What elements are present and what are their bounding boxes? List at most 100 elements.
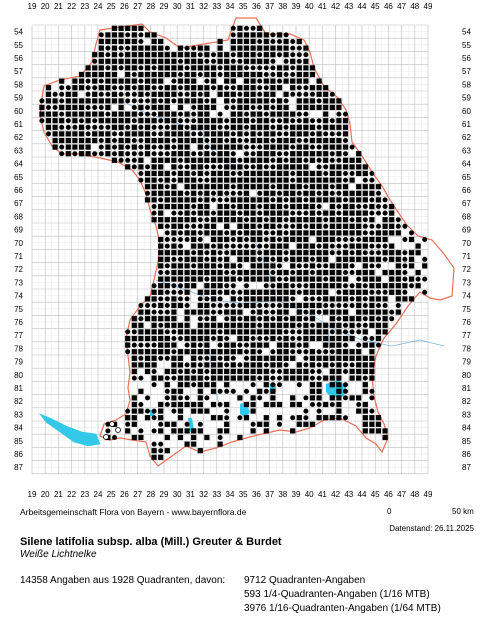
square-marker: [276, 144, 283, 150]
square-marker: [276, 203, 283, 210]
square-marker: [65, 91, 71, 97]
row-label-right: 63: [462, 146, 471, 155]
square-marker: [138, 71, 144, 78]
square-marker: [276, 250, 283, 256]
circle-marker: [211, 336, 216, 341]
circle-marker: [277, 263, 282, 269]
circle-marker: [257, 349, 263, 355]
square-marker: [303, 421, 309, 427]
square-marker: [375, 184, 382, 190]
common-name: Weiße Lichtnelke: [20, 549, 97, 560]
square-marker: [78, 78, 85, 84]
square-marker: [323, 296, 329, 302]
square-marker: [184, 177, 190, 183]
col-label-top: 22: [67, 2, 76, 11]
square-marker: [250, 428, 256, 434]
square-marker: [230, 342, 236, 348]
circle-marker: [164, 263, 170, 269]
circle-marker: [158, 421, 164, 427]
square-marker: [177, 217, 184, 223]
circle-marker: [244, 237, 249, 242]
square-marker: [158, 65, 164, 71]
square-marker: [263, 322, 269, 328]
circle-marker: [270, 230, 276, 236]
square-marker: [171, 276, 177, 282]
square-marker: [323, 137, 329, 144]
square-marker: [362, 256, 368, 262]
circle-marker: [59, 91, 65, 97]
square-marker: [290, 263, 296, 269]
circle-marker: [316, 309, 322, 315]
row-label-right: 74: [462, 292, 471, 301]
circle-marker: [257, 375, 263, 381]
square-marker: [276, 71, 283, 78]
square-marker: [144, 362, 151, 368]
square-marker: [290, 401, 296, 408]
square-marker: [303, 289, 309, 295]
square-marker: [316, 104, 322, 111]
circle-marker: [164, 388, 170, 394]
square-marker: [336, 368, 342, 375]
col-label-top: 44: [358, 2, 367, 11]
col-label-bottom: 45: [371, 490, 380, 499]
square-marker: [296, 131, 302, 137]
circle-marker: [270, 382, 276, 388]
square-marker: [257, 184, 263, 190]
square-marker: [263, 131, 269, 137]
square-marker: [197, 368, 203, 375]
square-marker: [217, 368, 223, 375]
circle-marker: [151, 131, 157, 137]
square-marker: [257, 157, 263, 163]
square-marker: [171, 428, 177, 434]
circle-marker: [283, 217, 289, 223]
square-marker: [270, 78, 276, 84]
circle-marker: [310, 91, 315, 97]
square-marker: [98, 52, 104, 58]
row-label-right: 61: [462, 120, 471, 129]
circle-marker: [329, 329, 335, 335]
circle-marker: [263, 217, 269, 223]
circle-marker: [178, 72, 183, 77]
circle-marker: [329, 131, 335, 137]
square-marker: [224, 78, 230, 84]
circle-marker: [184, 91, 190, 97]
circle-marker: [343, 395, 348, 401]
square-marker: [243, 71, 250, 78]
square-marker: [131, 316, 137, 322]
square-marker: [369, 421, 375, 427]
square-marker: [138, 52, 144, 58]
circle-marker: [211, 164, 216, 170]
square-marker: [342, 184, 349, 190]
square-marker: [283, 170, 289, 177]
circle-marker: [158, 355, 164, 361]
circle-marker: [329, 349, 335, 355]
square-marker: [191, 362, 197, 368]
circle-marker: [316, 243, 322, 249]
square-marker: [131, 408, 137, 414]
circle-marker: [316, 263, 322, 269]
circle-marker: [290, 223, 296, 229]
square-marker: [329, 375, 335, 381]
square-marker: [204, 52, 210, 58]
square-marker: [369, 415, 375, 421]
circle-marker: [184, 190, 190, 196]
circle-marker: [257, 322, 263, 328]
circle-marker: [263, 388, 269, 394]
circle-marker: [224, 190, 230, 196]
square-marker: [296, 223, 302, 229]
square-marker: [323, 256, 329, 262]
circle-marker: [171, 289, 177, 295]
square-marker: [243, 91, 250, 97]
circle-marker: [197, 342, 203, 348]
circle-marker: [303, 111, 309, 117]
square-marker: [329, 230, 335, 236]
square-marker: [184, 184, 190, 190]
square-marker: [191, 91, 197, 97]
circle-marker: [171, 375, 177, 381]
square-marker: [184, 78, 190, 84]
square-marker: [138, 434, 144, 441]
circle-marker: [382, 256, 388, 262]
circle-marker: [290, 177, 296, 183]
circle-marker: [316, 157, 322, 163]
square-marker: [138, 85, 144, 91]
